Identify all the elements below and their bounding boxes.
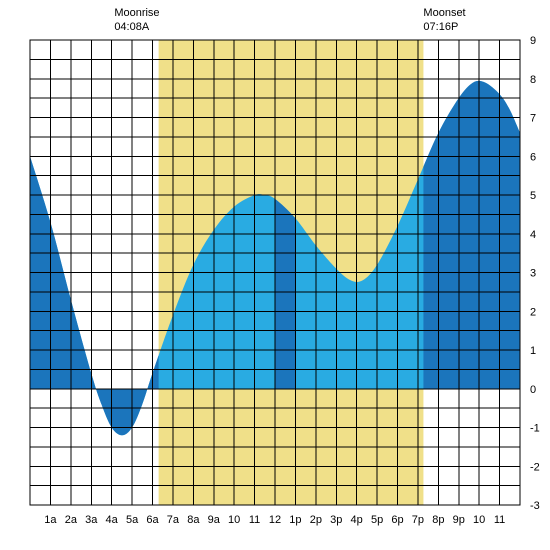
svg-text:7a: 7a <box>167 514 180 526</box>
svg-text:5a: 5a <box>126 514 139 526</box>
svg-text:1p: 1p <box>289 514 301 526</box>
svg-text:8a: 8a <box>187 514 200 526</box>
svg-text:1a: 1a <box>44 514 57 526</box>
svg-text:8: 8 <box>530 74 536 86</box>
svg-text:3: 3 <box>530 268 536 280</box>
svg-text:5p: 5p <box>371 514 383 526</box>
moonrise-annotation: Moonrise 04:08A <box>114 6 159 35</box>
chart-svg: 1a2a3a4a5a6a7a8a9a1011121p2p3p4p5p6p7p8p… <box>0 0 550 550</box>
svg-text:7: 7 <box>530 113 536 125</box>
svg-text:9a: 9a <box>208 514 221 526</box>
svg-text:3a: 3a <box>85 514 98 526</box>
svg-text:0: 0 <box>530 384 536 396</box>
svg-text:2p: 2p <box>310 514 322 526</box>
svg-text:-1: -1 <box>530 423 540 435</box>
svg-text:-3: -3 <box>530 500 540 512</box>
svg-text:12: 12 <box>269 514 281 526</box>
svg-text:10: 10 <box>228 514 240 526</box>
svg-text:11: 11 <box>494 514 505 526</box>
svg-text:8p: 8p <box>432 514 444 526</box>
svg-text:6: 6 <box>530 151 536 163</box>
tide-chart: 1a2a3a4a5a6a7a8a9a1011121p2p3p4p5p6p7p8p… <box>0 0 550 550</box>
svg-text:2: 2 <box>530 306 536 318</box>
svg-text:10: 10 <box>473 514 485 526</box>
svg-text:3p: 3p <box>330 514 342 526</box>
svg-text:6a: 6a <box>146 514 159 526</box>
moonrise-label: Moonrise <box>114 6 159 20</box>
svg-text:-2: -2 <box>530 461 540 473</box>
svg-text:6p: 6p <box>391 514 403 526</box>
moonset-time: 07:16P <box>423 20 465 34</box>
svg-text:11: 11 <box>249 514 260 526</box>
svg-text:5: 5 <box>530 190 536 202</box>
svg-text:7p: 7p <box>412 514 424 526</box>
moonrise-time: 04:08A <box>114 20 159 34</box>
svg-text:9p: 9p <box>453 514 465 526</box>
svg-text:2a: 2a <box>65 514 78 526</box>
svg-text:4a: 4a <box>106 514 119 526</box>
svg-text:4: 4 <box>530 229 536 241</box>
svg-text:4p: 4p <box>351 514 363 526</box>
svg-text:1: 1 <box>530 345 536 357</box>
svg-text:9: 9 <box>530 35 536 47</box>
moonset-annotation: Moonset 07:16P <box>423 6 465 35</box>
moonset-label: Moonset <box>423 6 465 20</box>
